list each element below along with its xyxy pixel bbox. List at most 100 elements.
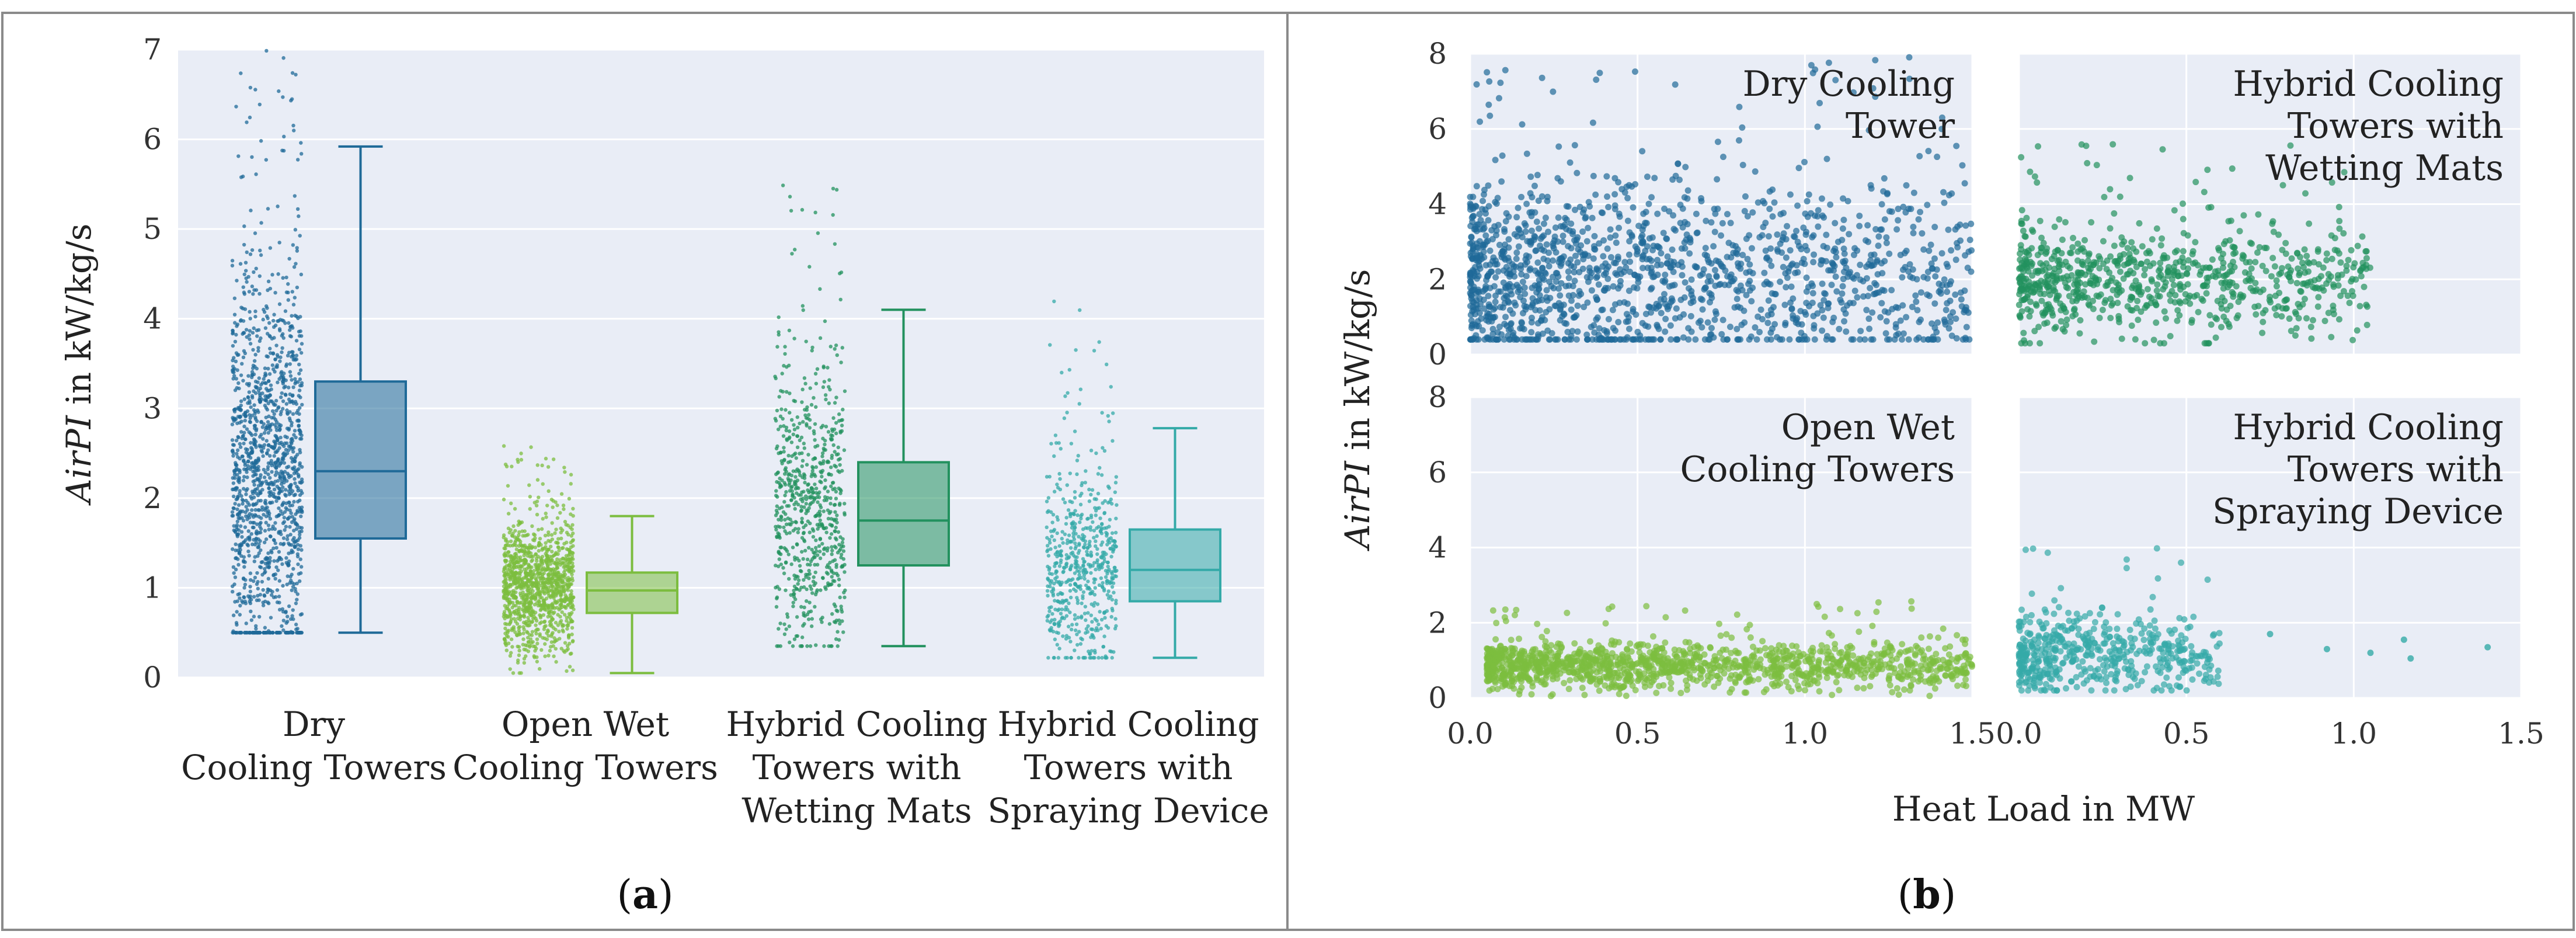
strip-point [1085, 546, 1090, 550]
strip-point [244, 505, 248, 509]
strip-point [1092, 635, 1096, 640]
strip-point [514, 560, 519, 565]
strip-point [510, 605, 514, 610]
strip-point [800, 304, 805, 308]
strip-point [821, 423, 825, 428]
strip-point [298, 525, 302, 530]
scatter-point [1565, 268, 1572, 275]
strip-point [262, 571, 267, 575]
strip-point [546, 586, 551, 590]
strip-point [285, 508, 289, 512]
strip-point [779, 562, 784, 567]
strip-point [300, 402, 304, 407]
strip-point [1067, 533, 1071, 537]
strip-point [272, 538, 276, 543]
strip-point [245, 470, 249, 474]
strip-point [1053, 433, 1058, 437]
strip-point [1092, 349, 1096, 353]
strip-point [1088, 565, 1092, 569]
strip-point [1089, 449, 1094, 453]
strip-point [300, 529, 304, 533]
strip-point [525, 588, 530, 592]
strip-point [535, 463, 539, 467]
strip-point [275, 600, 280, 605]
strip-point [538, 537, 542, 541]
strip-point [248, 115, 252, 120]
strip-point [798, 564, 802, 568]
strip-point [820, 541, 824, 546]
strip-point [558, 603, 562, 607]
strip-point [232, 470, 237, 474]
strip-point [837, 412, 841, 416]
strip-point [550, 521, 554, 525]
strip-point [784, 466, 788, 470]
strip-point [1086, 611, 1090, 615]
strip-point [254, 624, 258, 628]
y-tick-label: 3 [143, 391, 162, 425]
strip-point [786, 553, 791, 557]
strip-point [1069, 656, 1073, 660]
strip-point [528, 495, 532, 499]
strip-point [276, 568, 280, 572]
scatter-point [1851, 287, 1858, 294]
strip-point [238, 442, 242, 446]
strip-point [830, 575, 834, 579]
strip-point [255, 631, 259, 635]
strip-point [295, 509, 300, 513]
strip-point [233, 339, 238, 344]
strip-point [277, 579, 281, 583]
scatter-point [1686, 250, 1693, 257]
strip-point [840, 423, 844, 428]
strip-point [516, 460, 520, 464]
strip-point [257, 376, 261, 380]
scatter-point [1958, 296, 1965, 303]
scatter-point [1895, 217, 1902, 224]
strip-point [291, 450, 295, 454]
strip-point [1081, 594, 1085, 598]
strip-point [260, 508, 264, 512]
strip-point [238, 524, 243, 528]
scatter-point [1774, 246, 1781, 253]
strip-point [242, 487, 246, 491]
strip-point [232, 582, 236, 586]
scatter-point [1961, 180, 1968, 187]
scatter-point [1607, 253, 1614, 260]
strip-point [1049, 581, 1053, 585]
strip-point [554, 660, 558, 664]
scatter-point [1529, 300, 1536, 307]
strip-point [544, 581, 548, 585]
strip-point [802, 446, 806, 450]
strip-point [285, 582, 289, 586]
strip-point [561, 630, 565, 634]
strip-point [233, 418, 237, 422]
strip-point [284, 609, 288, 614]
strip-point [266, 601, 271, 606]
scatter-point [1959, 162, 1966, 169]
strip-point [294, 72, 298, 77]
strip-point [1069, 627, 1074, 632]
strip-point [820, 523, 824, 527]
strip-point [243, 601, 248, 606]
strip-point [532, 615, 537, 619]
strip-point [1105, 581, 1109, 585]
strip-point [544, 515, 548, 519]
strip-point [266, 395, 271, 399]
strip-point [541, 606, 545, 610]
scatter-point [1635, 279, 1642, 286]
strip-point [268, 534, 273, 539]
scatter-point [1607, 226, 1614, 233]
strip-point [1099, 627, 1103, 631]
scatter-point [1589, 119, 1596, 126]
strip-point [257, 391, 262, 395]
strip-point [295, 543, 300, 547]
scatter-point [1905, 336, 1912, 343]
strip-point [250, 373, 254, 377]
strip-point [570, 576, 575, 581]
strip-point [1100, 584, 1105, 588]
strip-point [793, 475, 798, 479]
strip-point [539, 527, 544, 531]
strip-point [244, 492, 248, 496]
strip-point [775, 444, 779, 449]
scatter-point [1818, 195, 1825, 202]
strip-point [259, 527, 263, 531]
